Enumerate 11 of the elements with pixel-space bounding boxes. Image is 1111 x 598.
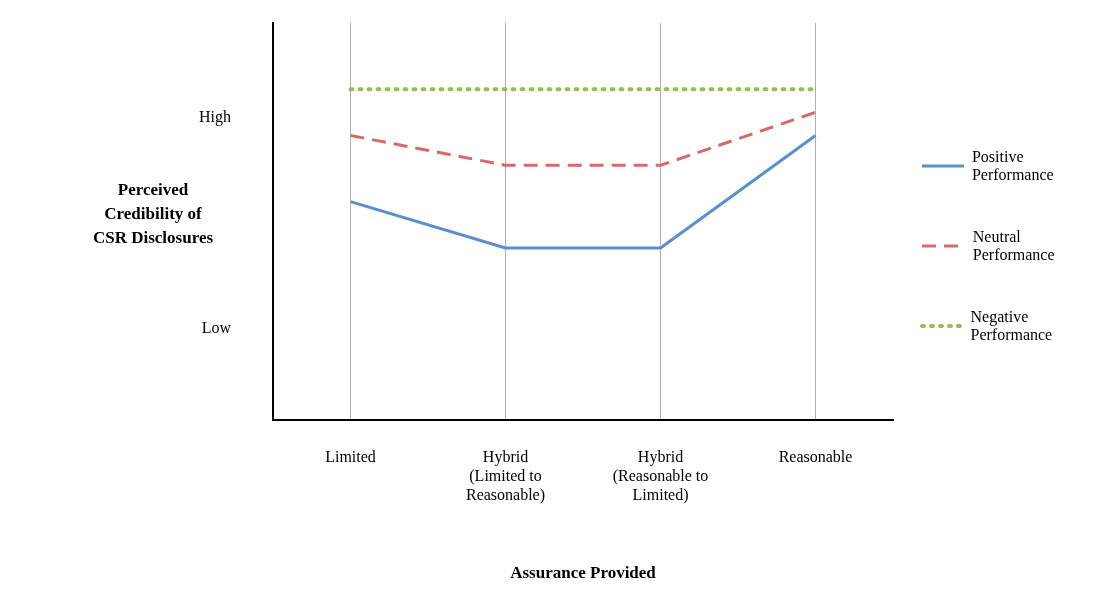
- legend-label: Positive Performance: [971, 148, 1055, 184]
- x-tick-label: Hybrid (Reasonable to Limited): [612, 447, 709, 505]
- x-tick-label: Reasonable: [778, 447, 853, 465]
- legend-label: Neutral Performance: [972, 228, 1056, 264]
- x-tick-label: Limited: [325, 447, 376, 465]
- legend-label: Negative Performance: [970, 308, 1054, 344]
- text: High: [199, 108, 231, 127]
- x-tick-label: Hybrid (Limited to Reasonable): [465, 447, 546, 505]
- x-axis-title: Assurance Provided: [510, 563, 657, 583]
- y-axis-title: Perceived Credibility of CSR Disclosures: [91, 179, 215, 249]
- text: Low: [201, 318, 232, 336]
